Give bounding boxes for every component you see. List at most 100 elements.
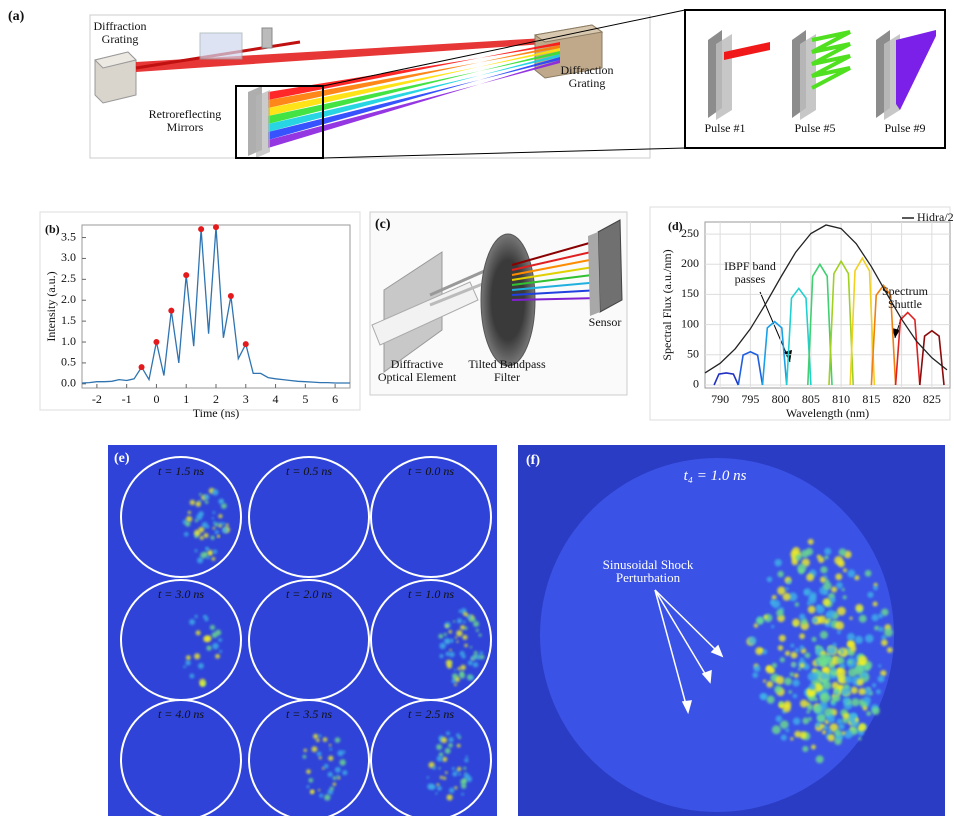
speckle	[474, 651, 478, 655]
speckle	[767, 577, 773, 583]
x-tick-label: 805	[802, 392, 820, 406]
speckle	[185, 521, 190, 526]
speckle	[463, 778, 467, 782]
speckle	[822, 679, 827, 684]
speckle	[449, 652, 455, 658]
speckle	[457, 618, 462, 623]
speckle	[444, 638, 450, 644]
frame-time: t = 3.5 ns	[286, 707, 332, 721]
speckle	[445, 771, 448, 774]
speckle	[184, 532, 188, 536]
speckle	[304, 749, 307, 752]
speckle	[766, 681, 773, 688]
speckle	[788, 690, 792, 694]
speckle	[831, 700, 835, 704]
speckle	[439, 654, 443, 658]
x-tick-label: -2	[92, 392, 102, 406]
x-tick-label: 790	[711, 392, 729, 406]
speckle	[858, 688, 865, 695]
speckle	[836, 668, 846, 678]
speckle	[792, 619, 800, 627]
speckle	[779, 701, 783, 705]
speckle	[823, 598, 831, 606]
frame-time: t = 0.5 ns	[286, 464, 332, 478]
speckle	[824, 548, 831, 555]
speckle	[200, 536, 204, 540]
frame-time: t = 1.0 ns	[408, 587, 454, 601]
speckle	[188, 511, 191, 514]
y-tick-label: 0.5	[61, 355, 76, 369]
speckle	[458, 667, 461, 670]
speckle	[328, 756, 333, 761]
speckle	[219, 524, 222, 527]
speckle	[881, 639, 888, 646]
speckle	[204, 494, 210, 500]
speckle	[831, 586, 837, 592]
speckle	[824, 555, 828, 559]
speckle	[213, 521, 216, 524]
time-label: t₄ = 1.0 ns	[655, 470, 775, 483]
speckle	[205, 547, 209, 551]
panel-label: (b)	[45, 222, 60, 236]
speckle	[463, 767, 466, 770]
speckle	[303, 755, 307, 759]
speckle	[337, 750, 343, 756]
speckle	[307, 785, 310, 788]
speckle	[802, 746, 808, 752]
frame-time: t = 2.5 ns	[408, 707, 454, 721]
speckle	[469, 676, 473, 680]
speckle	[446, 731, 450, 735]
speckle	[872, 614, 879, 621]
speckle	[793, 679, 800, 686]
speckle	[186, 516, 192, 522]
speckle	[865, 634, 874, 643]
speckle	[435, 792, 437, 794]
x-tick-label: 6	[332, 392, 338, 406]
y-tick-label: 2.5	[61, 271, 76, 285]
speckle	[433, 766, 436, 769]
speckle	[839, 548, 847, 556]
speckle	[754, 665, 761, 672]
peak-marker	[213, 224, 219, 230]
red-beams	[136, 28, 545, 72]
speckle	[195, 549, 198, 552]
speckle	[763, 680, 766, 683]
y-tick-label: 200	[681, 256, 699, 270]
speckle	[848, 660, 852, 664]
speckle	[457, 744, 461, 748]
speckle	[471, 618, 476, 623]
speckle	[754, 623, 758, 627]
speckle	[800, 700, 808, 708]
speckle	[832, 668, 836, 672]
speckle	[835, 573, 842, 580]
retro-mirrors	[248, 86, 270, 158]
speckle	[460, 651, 465, 656]
speckle	[842, 697, 849, 704]
band-pass	[714, 373, 738, 385]
speckle	[318, 789, 320, 791]
speckle	[814, 673, 819, 678]
speckle	[820, 566, 827, 573]
speckle	[854, 575, 859, 580]
speckle	[204, 615, 207, 618]
pulse-label: Pulse #1	[695, 122, 755, 135]
speckle	[186, 655, 191, 660]
speckle	[856, 679, 863, 686]
speckle	[217, 535, 219, 537]
speckle	[452, 767, 455, 770]
sensor-label: Sensor	[580, 316, 630, 329]
speckle	[830, 597, 835, 602]
speckle	[310, 790, 314, 794]
speckle	[212, 643, 218, 649]
speckle	[861, 672, 867, 678]
speckle	[795, 602, 799, 606]
speckle	[335, 737, 341, 743]
speckle	[306, 769, 311, 774]
speckle	[461, 793, 464, 796]
speckle	[222, 522, 225, 525]
x-tick-label: 795	[741, 392, 759, 406]
speckle	[825, 613, 830, 618]
annotation: Sinusoidal Shock Perturbation	[588, 558, 708, 584]
speckle	[820, 724, 825, 729]
speckle	[860, 661, 865, 666]
